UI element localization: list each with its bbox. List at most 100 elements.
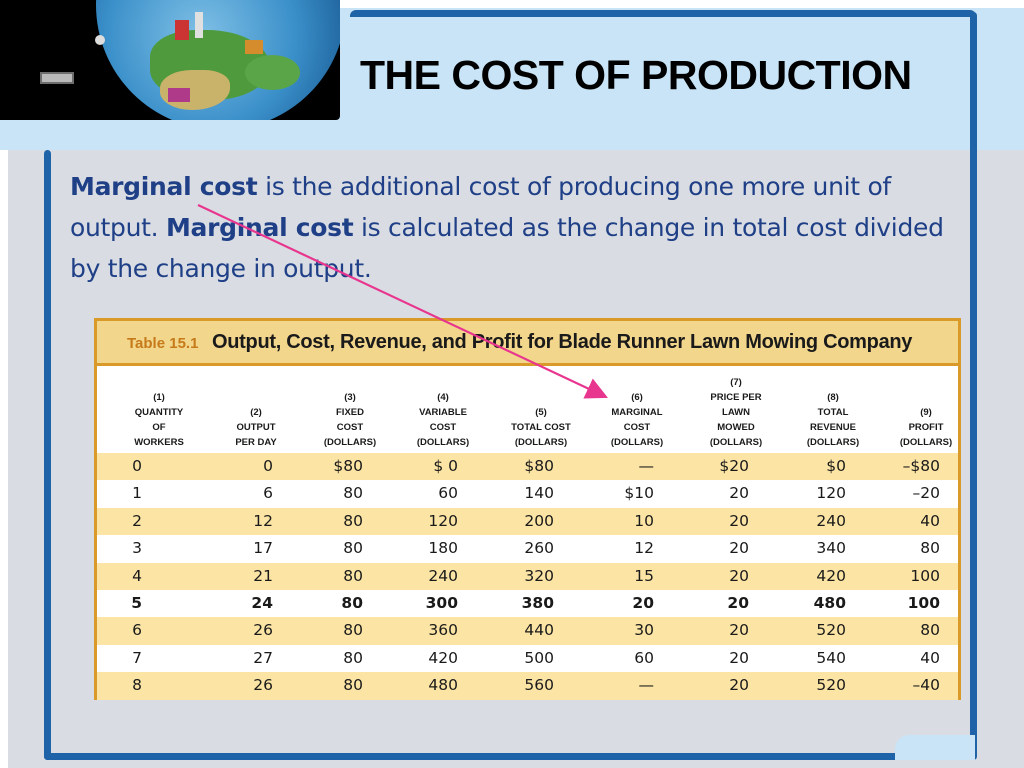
column-header-line: OF (152, 422, 166, 433)
column-header-line: REVENUE (810, 422, 856, 433)
table-cell: 80 (341, 593, 363, 612)
table-cell: 80 (343, 621, 363, 640)
table-row: 6 26 80 360 440 30 20 520 80 (97, 617, 958, 645)
column-header-line: QUANTITY (134, 407, 184, 418)
frame-left-border (44, 150, 51, 760)
column-header-line: COST (623, 422, 651, 433)
column-number: (3) (344, 392, 356, 403)
column-header: (6) MARGINAL COST (DOLLARS) (592, 370, 682, 450)
table-number: Table 15.1 (127, 335, 199, 352)
table-cell: $ 0 (433, 457, 458, 475)
table-row: 5 24 80 300 380 20 20 480 100 (97, 589, 958, 618)
table-cell: 12 (253, 511, 273, 530)
cost-table: Table 15.1 Output, Cost, Revenue, and Pr… (94, 318, 961, 700)
table-cell: 2 (132, 511, 142, 530)
column-header-line: VARIABLE (419, 407, 467, 418)
table-cell: 80 (920, 539, 940, 558)
term-marginal-cost: Marginal cost (165, 213, 354, 242)
column-header-line: COST (336, 422, 364, 433)
house-icon (168, 88, 190, 102)
table-cell: 540 (816, 648, 846, 667)
table-cell: 20 (729, 484, 749, 503)
column-number: (7) (730, 377, 742, 388)
satellite-dish-icon (95, 35, 105, 45)
column-header-line: PER DAY (235, 437, 277, 448)
table-cell: 20 (729, 566, 749, 585)
table-cell: 420 (816, 566, 846, 585)
table-cell: 260 (524, 539, 554, 558)
table-cell: 240 (428, 566, 458, 585)
table-cell: 360 (428, 621, 458, 640)
table-row: 8 26 80 480 560 — 20 520 –40 (97, 672, 958, 700)
table-cell: 80 (343, 511, 363, 530)
column-header: (2) OUTPUT PER DAY (216, 370, 296, 450)
frame-right-border (970, 12, 977, 760)
table-cell: 20 (729, 539, 749, 558)
table-row: 2 12 80 120 200 10 20 240 40 (97, 507, 958, 536)
table-cell: 30 (634, 621, 654, 640)
frame-top-border (350, 10, 976, 17)
frame-bottom-border (44, 753, 976, 760)
column-header-line: PROFIT (908, 422, 944, 433)
table-body: 0 0 $80 $ 0 $80 — $20 $0 –$80 1 6 80 60 140 $10 20 120 –2… (97, 453, 958, 700)
table-cell: 20 (727, 593, 749, 612)
column-header-line: (DOLLARS) (514, 437, 568, 448)
table-cell: — (638, 457, 655, 475)
column-header: (3) FIXED COST (DOLLARS) (310, 370, 390, 450)
column-header-line: LAWN (722, 407, 750, 418)
column-header: (5) TOTAL COST (DOLLARS) (496, 370, 586, 450)
table-cell: 10 (634, 511, 654, 530)
column-number: (6) (631, 392, 643, 403)
table-cell: 15 (634, 566, 654, 585)
table-cell: 40 (920, 511, 940, 530)
table-cell: 17 (253, 539, 273, 558)
table-cell: 20 (729, 621, 749, 640)
table-cell: 440 (524, 621, 554, 640)
table-cell: 80 (343, 566, 363, 585)
table-cell: 40 (920, 648, 940, 667)
table-cell: 320 (524, 566, 554, 585)
continent-shape (245, 55, 300, 90)
column-header-line: COST (429, 422, 457, 433)
column-header-line: (DOLLARS) (610, 437, 664, 448)
table-cell: 27 (253, 648, 273, 667)
column-header-line: MARGINAL (611, 407, 663, 418)
table-cell: 80 (343, 484, 363, 503)
table-cell: 520 (816, 621, 846, 640)
column-header-line: WORKERS (134, 437, 184, 448)
table-cell: 120 (428, 511, 458, 530)
column-header-line: PRICE PER (710, 392, 762, 403)
column-number: (2) (250, 407, 262, 418)
table-cell: 480 (813, 593, 846, 612)
header-right-strip (977, 8, 1024, 150)
column-header-line: TOTAL (817, 407, 849, 418)
table-cell: 100 (907, 593, 940, 612)
table-cell: 560 (524, 676, 554, 695)
column-headers: (1) QUANTITY OF WORKERS (2) OUTPUT PER DAY (3) F… (97, 370, 958, 450)
table-title: Output, Cost, Revenue, and Profit for Bl… (212, 331, 913, 353)
table-row: 7 27 80 420 500 60 20 540 40 (97, 644, 958, 673)
globe-illustration (0, 0, 340, 120)
table-cell: 80 (920, 621, 940, 640)
table-cell: $80 (333, 457, 363, 475)
table-cell: 8 (132, 676, 142, 695)
table-cell: 340 (816, 539, 846, 558)
column-header: (7) PRICE PER LAWN MOWED (DOLLARS) (691, 370, 781, 450)
table-cell: 80 (343, 648, 363, 667)
building-icon (175, 20, 189, 40)
tower-icon (195, 12, 203, 38)
satellite-icon (40, 72, 74, 84)
column-header: (8) TOTAL REVENUE (DOLLARS) (788, 370, 878, 450)
table-cell: 240 (816, 511, 846, 530)
column-header: (1) QUANTITY OF WORKERS (114, 370, 204, 450)
table-row: 1 6 80 60 140 $10 20 120 –20 (97, 480, 958, 508)
table-cell: 300 (425, 593, 458, 612)
table-cell: 4 (132, 566, 142, 585)
term-marginal-cost: Marginal cost (70, 172, 258, 201)
table-cell: 20 (729, 648, 749, 667)
table-cell: 180 (428, 539, 458, 558)
table-cell: 80 (343, 539, 363, 558)
table-cell: 100 (910, 566, 940, 585)
table-cell: –40 (912, 676, 940, 695)
table-header-bar: Table 15.1 Output, Cost, Revenue, and Pr… (97, 321, 958, 366)
